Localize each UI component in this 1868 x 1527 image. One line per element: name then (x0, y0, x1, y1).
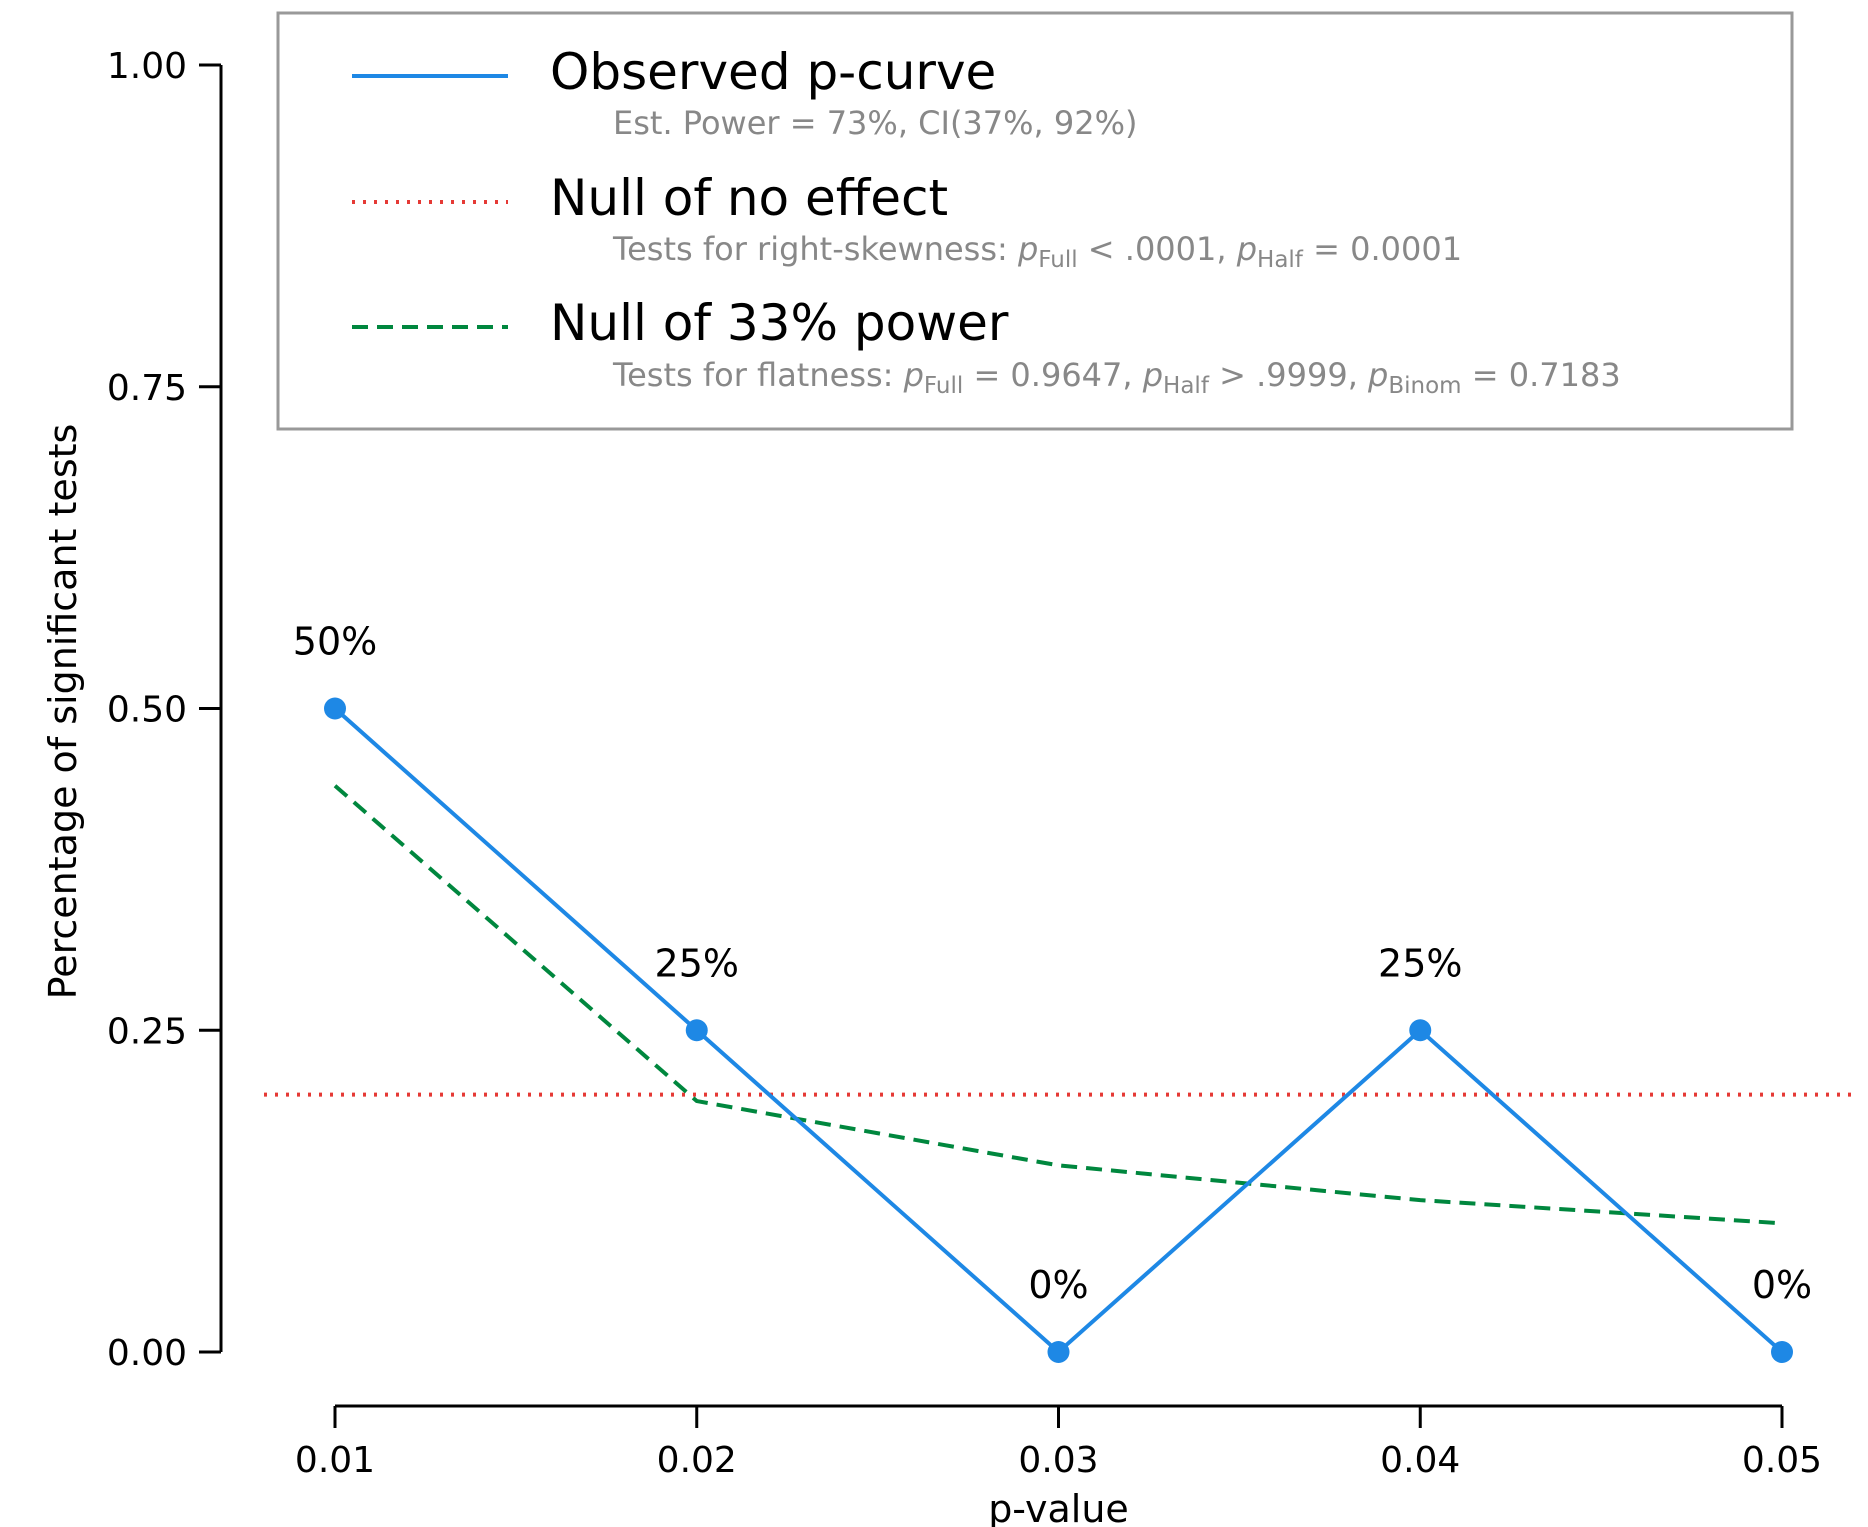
y-tick-label: 1.00 (107, 46, 187, 87)
observed-point (324, 697, 346, 720)
legend-name-observed: Observed p-curve (550, 43, 996, 101)
series-null-33-power-line (333, 784, 1783, 1226)
observed-data-label: 0% (1752, 1263, 1812, 1307)
observed-data-label: 25% (655, 941, 739, 985)
x-tick-label: 0.03 (1018, 1440, 1098, 1481)
observed-point (1771, 1341, 1793, 1363)
legend-subtitle-observed: Est. Power = 73%, CI(37%, 92%) (613, 104, 1138, 142)
x-tick-label: 0.02 (657, 1440, 737, 1481)
legend-frame (276, 11, 1794, 431)
axes: 0.00 0.25 0.50 0.75 1.00 0.01 0.02 0.03 0.04 0.05… (41, 46, 1822, 1527)
y-tick-label: 0.75 (107, 368, 187, 409)
series-observed-line (333, 707, 1784, 1355)
y-tick-label: 0.00 (107, 1333, 187, 1374)
x-axis-title: p-value (988, 1487, 1129, 1527)
plot-area: 50% 25% 0% 25% 0% (264, 620, 1856, 1363)
legend: Observed p-curve Est. Power = 73%, CI(37… (276, 11, 1794, 431)
observed-data-label: 50% (293, 620, 377, 664)
legend-name-null-33-power: Null of 33% power (550, 294, 1009, 352)
observed-point (685, 1019, 708, 1042)
y-axis-title: Percentage of significant tests (41, 424, 85, 1000)
legend-name-null-no-effect: Null of no effect (550, 169, 948, 227)
y-tick-label: 0.50 (107, 690, 187, 731)
x-tick-label: 0.04 (1380, 1440, 1460, 1481)
x-tick-label: 0.05 (1742, 1440, 1822, 1481)
observed-data-label: 0% (1028, 1263, 1088, 1307)
y-tick-label: 0.25 (107, 1011, 187, 1052)
observed-data-label: 25% (1378, 941, 1462, 985)
legend-subtitle-null-33-power: Tests for flatness: pFull = 0.9647, pHal… (612, 356, 1621, 399)
observed-point (1409, 1019, 1432, 1042)
legend-subtitle-null-no-effect: Tests for right-skewness: pFull < .0001,… (612, 230, 1462, 273)
observed-point (1047, 1341, 1070, 1363)
x-tick-label: 0.01 (295, 1440, 375, 1481)
